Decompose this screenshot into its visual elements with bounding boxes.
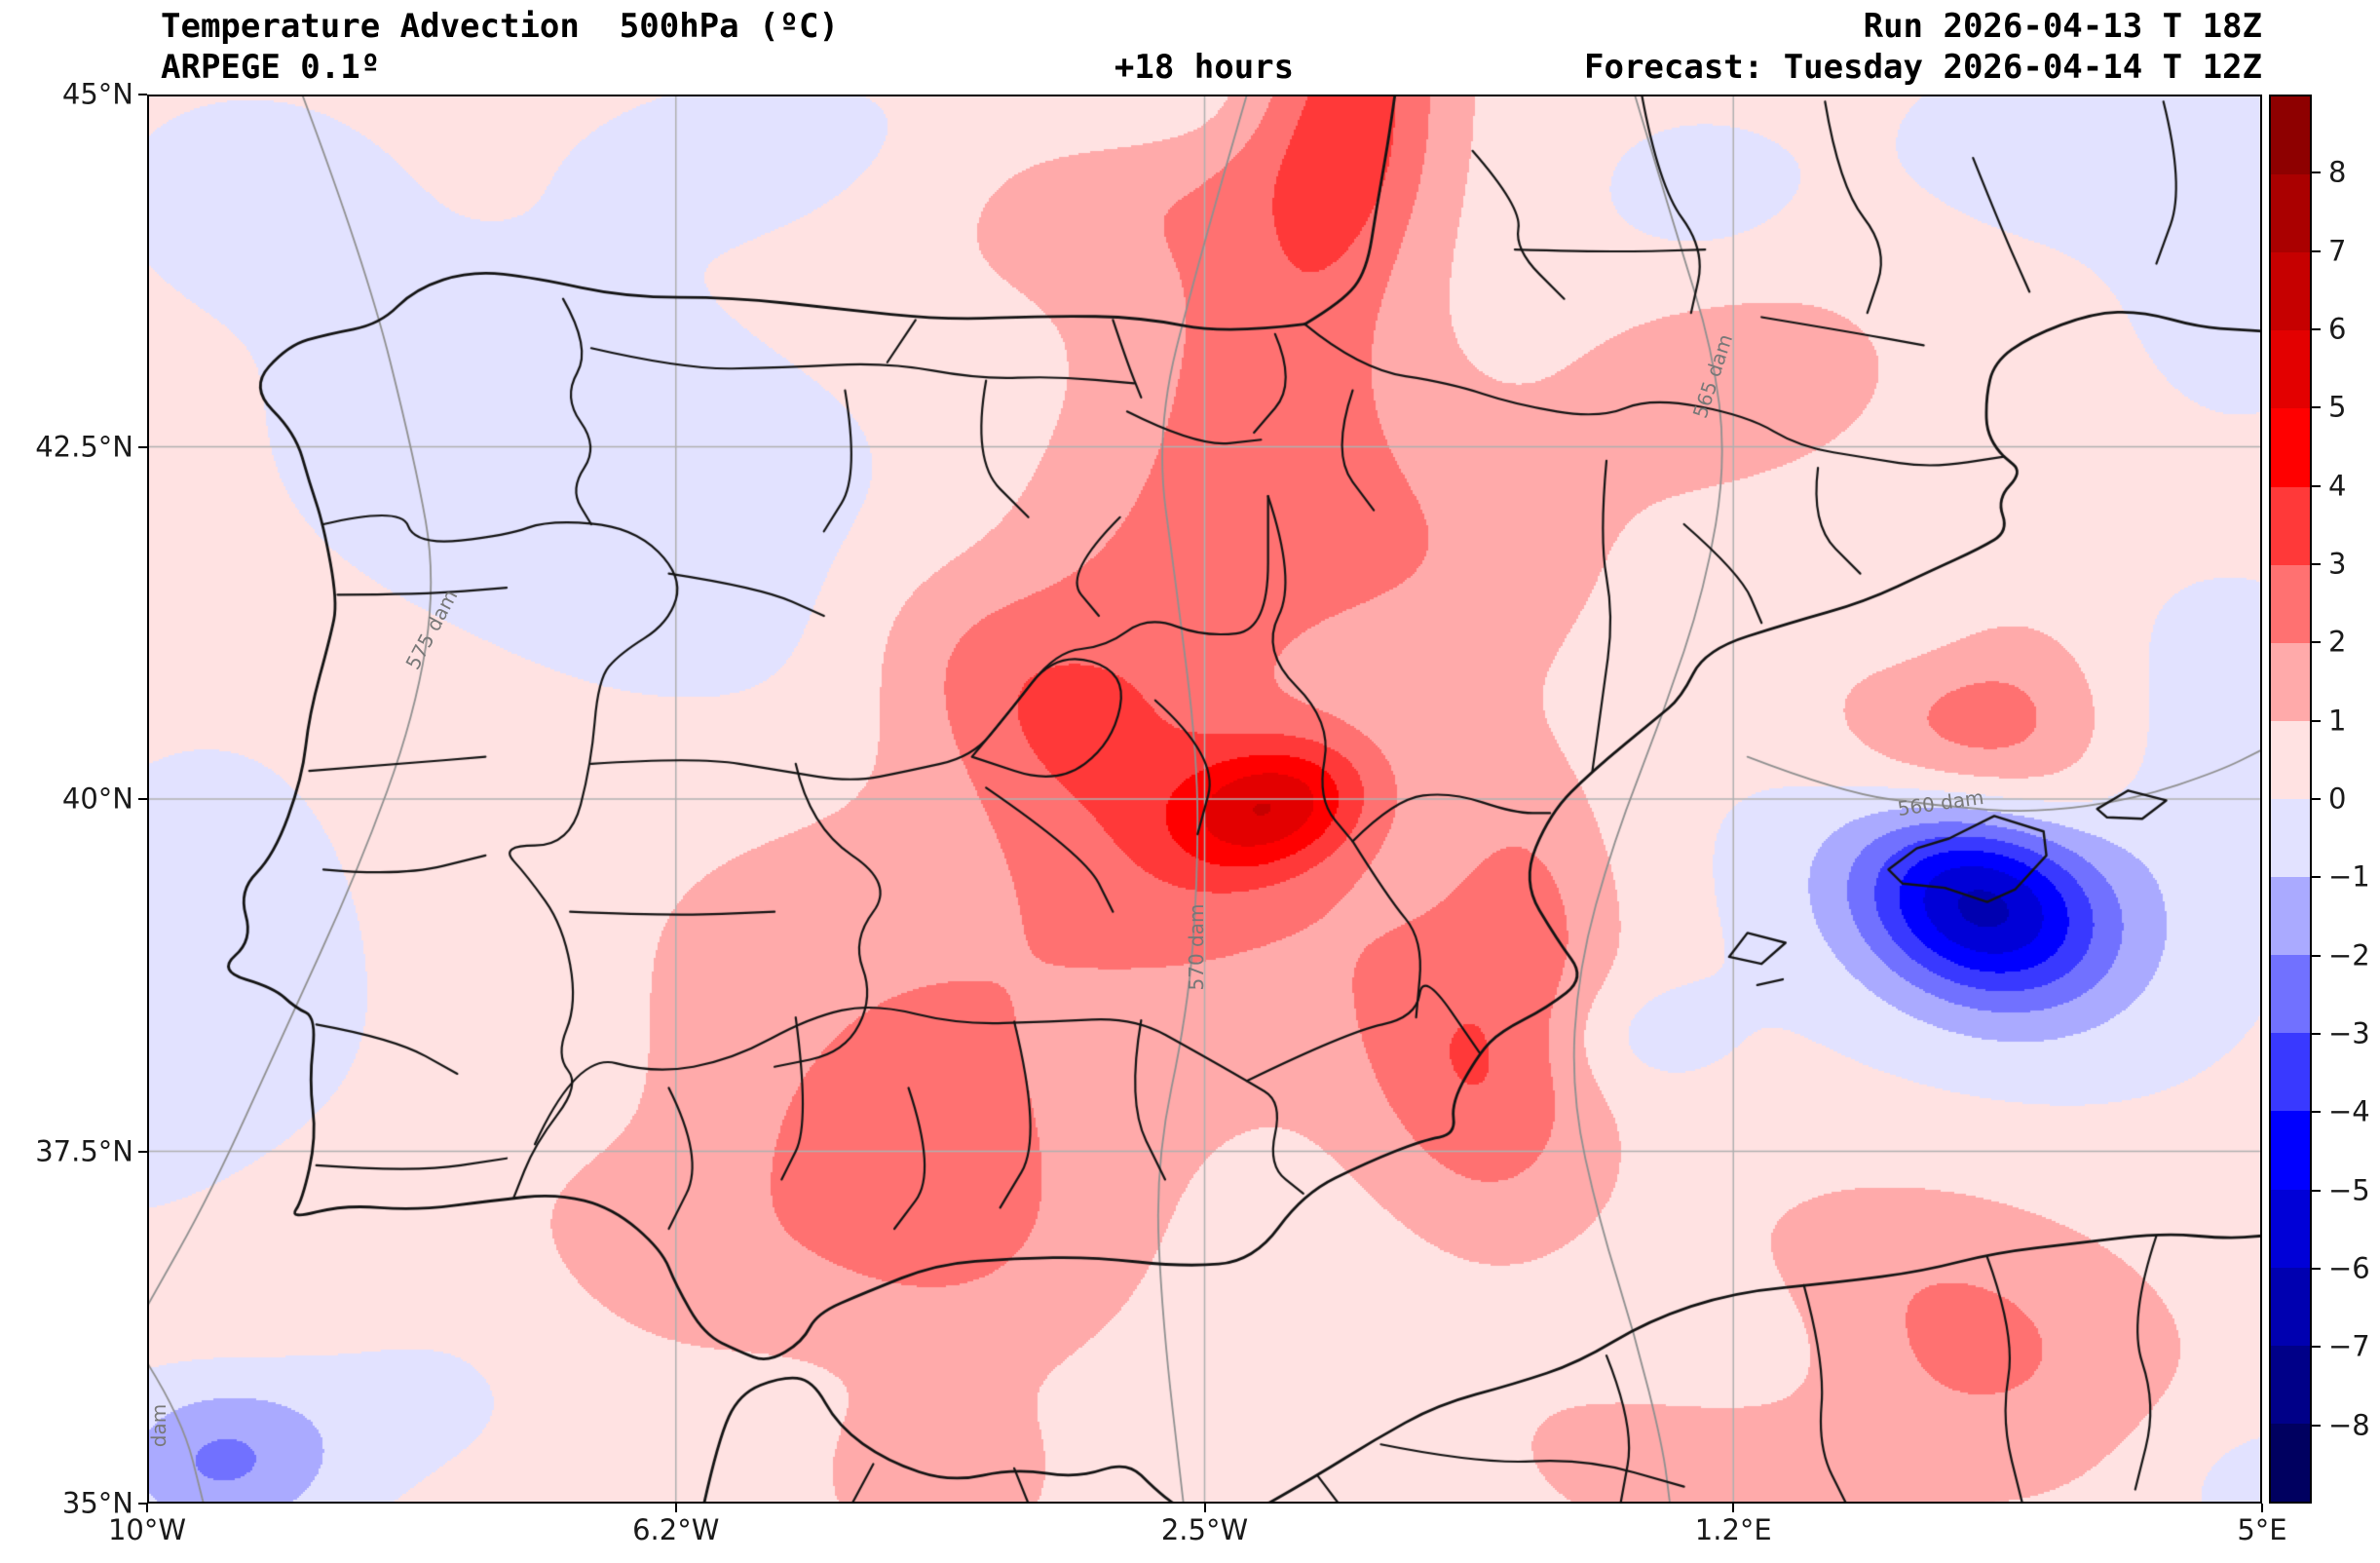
- colorbar-segment: [2271, 955, 2310, 1034]
- colorbar-tick-label: 5: [2328, 390, 2347, 424]
- model-label: ARPEGE 0.1º: [161, 48, 381, 87]
- colorbar-tick: [2312, 484, 2321, 487]
- x-tick-label: 2.5°W: [1160, 1513, 1249, 1546]
- colorbar-segment: [2271, 330, 2310, 409]
- colorbar-segment: [2271, 1033, 2310, 1112]
- colorbar-tick: [2312, 1268, 2321, 1270]
- colorbar-tick: [2312, 172, 2321, 174]
- colorbar-tick-label: 2: [2328, 625, 2347, 659]
- colorbar-tick-label: −8: [2328, 1408, 2370, 1442]
- x-axis-tick: [674, 1504, 677, 1512]
- y-tick-label: 40°N: [61, 782, 133, 816]
- y-tick-label: 37.5°N: [35, 1134, 133, 1167]
- colorbar-segment: [2271, 798, 2310, 878]
- colorbar-tick: [2312, 249, 2321, 252]
- colorbar-segment: [2271, 174, 2310, 253]
- colorbar-tick: [2312, 406, 2321, 409]
- geopotential-contour-label: dam: [147, 1404, 170, 1448]
- colorbar-segment: [2271, 486, 2310, 565]
- colorbar-segment: [2271, 252, 2310, 331]
- colorbar-tick: [2312, 1033, 2321, 1035]
- colorbar-tick: [2312, 641, 2321, 644]
- map-canvas: [147, 95, 2262, 1504]
- colorbar-tick: [2312, 1424, 2321, 1427]
- colorbar-tick-label: −2: [2328, 938, 2370, 972]
- colorbar-tick: [2312, 719, 2321, 722]
- colorbar-segment: [2271, 1423, 2310, 1502]
- colorbar-tick-label: −6: [2328, 1251, 2370, 1285]
- colorbar-tick: [2312, 1189, 2321, 1192]
- colorbar-tick: [2312, 798, 2321, 800]
- y-tick-label: 45°N: [61, 77, 133, 111]
- colorbar-tick: [2312, 1346, 2321, 1349]
- colorbar-tick: [2312, 876, 2321, 879]
- colorbar-segment: [2271, 1345, 2310, 1424]
- lead-time-label: +18 hours: [1114, 48, 1295, 87]
- x-axis-tick: [1203, 1504, 1206, 1512]
- colorbar-segment: [2271, 720, 2310, 799]
- colorbar-tick-label: 1: [2328, 704, 2347, 738]
- colorbar-tick: [2312, 328, 2321, 330]
- y-axis-tick: [138, 1503, 147, 1505]
- x-tick-label: 6.2°W: [632, 1513, 720, 1546]
- colorbar-tick: [2312, 563, 2321, 565]
- colorbar-tick-label: −4: [2328, 1094, 2370, 1128]
- run-label: Run 2026-04-13 T 18Z: [1863, 7, 2262, 46]
- map-plot-area: 575 dam 570 dam 565 dam 560 dam dam: [147, 95, 2262, 1504]
- colorbar-segment: [2271, 408, 2310, 487]
- x-axis-tick: [2261, 1504, 2263, 1512]
- y-axis-tick: [138, 798, 147, 800]
- colorbar-tick-label: −7: [2328, 1329, 2370, 1363]
- colorbar-tick-label: −3: [2328, 1016, 2370, 1050]
- y-tick-label: 42.5°N: [35, 430, 133, 463]
- colorbar-tick-label: 0: [2328, 782, 2347, 816]
- colorbar-segment: [2271, 642, 2310, 721]
- chart-title: Temperature Advection 500hPa (ºC): [161, 7, 839, 46]
- colorbar-tick-label: 3: [2328, 547, 2347, 581]
- colorbar-tick-label: −1: [2328, 859, 2370, 894]
- colorbar-tick: [2312, 1111, 2321, 1114]
- x-tick-label: 5°E: [2237, 1513, 2287, 1546]
- geopotential-contour-label: 570 dam: [1184, 903, 1208, 991]
- x-axis-tick: [1732, 1504, 1735, 1512]
- colorbar-segment: [2271, 1267, 2310, 1346]
- forecast-label: Forecast: Tuesday 2026-04-14 T 12Z: [1584, 48, 2262, 87]
- colorbar-segment: [2271, 1111, 2310, 1190]
- colorbar-tick-label: −5: [2328, 1173, 2370, 1207]
- y-axis-tick: [138, 445, 147, 448]
- x-tick-label: 10°W: [107, 1513, 187, 1546]
- colorbar-segment: [2271, 96, 2310, 175]
- y-axis-tick: [138, 94, 147, 95]
- y-tick-label: 35°N: [61, 1486, 133, 1520]
- x-axis-tick: [146, 1504, 148, 1512]
- colorbar-tick-label: 6: [2328, 312, 2347, 346]
- colorbar-segment: [2271, 1189, 2310, 1268]
- colorbar-tick-label: 7: [2328, 234, 2347, 268]
- colorbar-tick-label: 8: [2328, 155, 2347, 189]
- y-axis-tick: [138, 1150, 147, 1153]
- colorbar-tick-label: 4: [2328, 469, 2347, 503]
- colorbar: [2269, 95, 2312, 1504]
- colorbar-segment: [2271, 564, 2310, 643]
- colorbar-tick: [2312, 954, 2321, 957]
- colorbar-segment: [2271, 877, 2310, 956]
- x-tick-label: 1.2°E: [1694, 1513, 1772, 1546]
